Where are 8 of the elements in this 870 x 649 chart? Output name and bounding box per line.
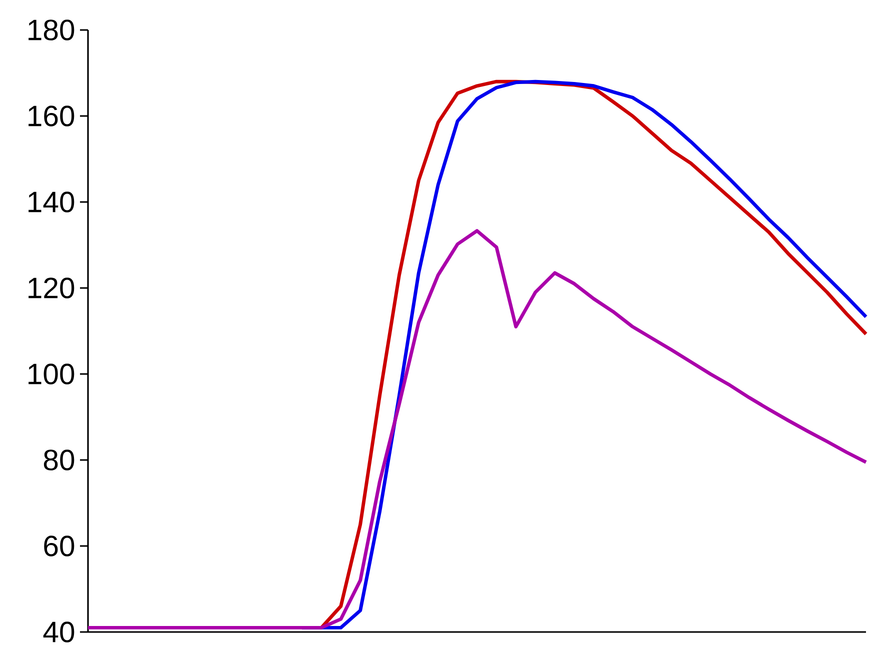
y-tick-label: 80: [44, 450, 74, 470]
y-tick-label: 160: [28, 106, 74, 126]
y-tick-label: 180: [28, 20, 74, 40]
y-tick-label: 140: [28, 192, 74, 212]
y-tick-label: 120: [28, 278, 74, 298]
y-tick-label: 40: [43, 622, 74, 642]
y-tick-label: 60: [44, 536, 74, 556]
y-tick-label: 100: [28, 364, 74, 384]
